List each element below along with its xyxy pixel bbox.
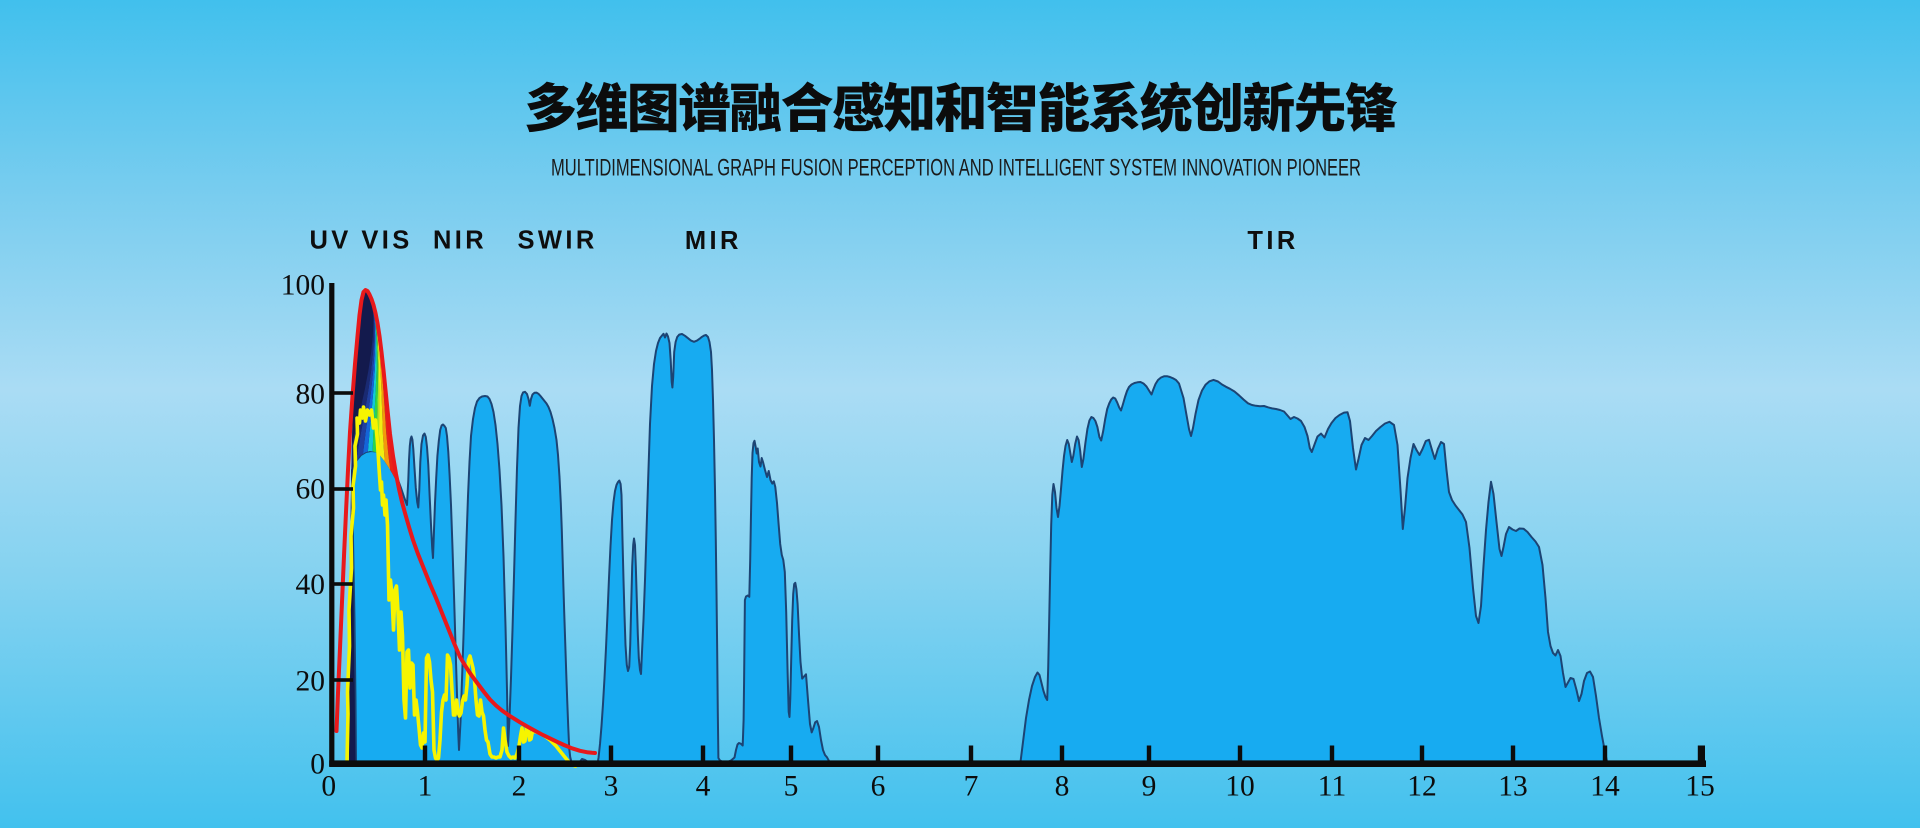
- svg-text:11: 11: [1318, 771, 1346, 803]
- svg-text:7: 7: [964, 771, 979, 803]
- svg-text:80: 80: [296, 379, 326, 411]
- svg-text:UV: UV: [309, 227, 351, 255]
- svg-text:0: 0: [321, 771, 336, 803]
- svg-text:1: 1: [418, 771, 433, 803]
- svg-text:20: 20: [296, 666, 326, 698]
- svg-text:100: 100: [281, 270, 325, 302]
- svg-text:6: 6: [871, 771, 886, 803]
- svg-text:5: 5: [784, 771, 799, 803]
- svg-text:SWIR: SWIR: [518, 227, 598, 255]
- svg-text:14: 14: [1590, 771, 1620, 803]
- svg-text:2: 2: [512, 771, 527, 803]
- svg-text:MIR: MIR: [685, 227, 742, 255]
- svg-text:TIR: TIR: [1247, 227, 1298, 255]
- svg-text:12: 12: [1407, 771, 1437, 803]
- svg-text:60: 60: [296, 474, 326, 506]
- svg-text:4: 4: [696, 771, 711, 803]
- svg-text:NIR: NIR: [433, 227, 487, 255]
- svg-text:10: 10: [1225, 771, 1255, 803]
- svg-text:40: 40: [296, 569, 326, 601]
- svg-text:9: 9: [1142, 771, 1157, 803]
- svg-text:13: 13: [1498, 771, 1528, 803]
- svg-text:0: 0: [310, 749, 325, 781]
- svg-text:MULTIDIMENSIONAL GRAPH FUSION: MULTIDIMENSIONAL GRAPH FUSION PERCEPTION…: [551, 155, 1361, 182]
- svg-text:8: 8: [1055, 771, 1070, 803]
- svg-text:3: 3: [604, 771, 619, 803]
- svg-text:VIS: VIS: [361, 227, 412, 255]
- svg-text:15: 15: [1685, 771, 1715, 803]
